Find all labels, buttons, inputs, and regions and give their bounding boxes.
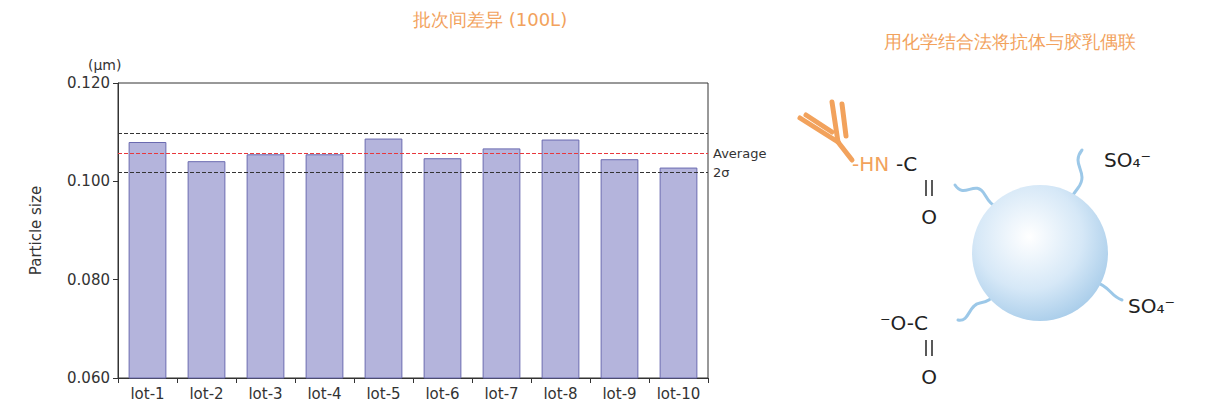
svg-text:0.120: 0.120 (67, 74, 110, 92)
svg-text:lot-5: lot-5 (366, 385, 400, 403)
svg-text:2σ: 2σ (713, 165, 730, 180)
svg-text:lot-6: lot-6 (425, 385, 459, 403)
svg-text:O: O (921, 365, 937, 389)
svg-text:Average: Average (713, 146, 766, 161)
svg-text:0.100: 0.100 (67, 172, 110, 190)
svg-text:-C: -C (896, 152, 917, 176)
svg-text:lot-8: lot-8 (543, 385, 577, 403)
svg-text:用化学结合法将抗体与胶乳偶联: 用化学结合法将抗体与胶乳偶联 (884, 31, 1136, 52)
svg-text:O: O (921, 205, 937, 229)
svg-text:Particle size: Particle size (27, 186, 45, 275)
svg-text:0.060: 0.060 (67, 369, 110, 387)
svg-text:lot-2: lot-2 (189, 385, 223, 403)
svg-text:SO₄⁻: SO₄⁻ (1128, 294, 1175, 318)
svg-text:lot-7: lot-7 (484, 385, 518, 403)
svg-text:SO₄⁻: SO₄⁻ (1104, 148, 1151, 172)
svg-text:lot-9: lot-9 (602, 385, 636, 403)
svg-text:(μm): (μm) (88, 57, 121, 73)
svg-text:批次间差异 (100L): 批次间差异 (100L) (413, 9, 567, 30)
svg-text:⁻O-C: ⁻O-C (880, 311, 928, 335)
svg-text:-HN: -HN (852, 152, 889, 176)
svg-text:0.080: 0.080 (67, 271, 110, 289)
svg-text:lot-10: lot-10 (657, 385, 701, 403)
svg-text:lot-1: lot-1 (130, 385, 164, 403)
svg-text:lot-4: lot-4 (307, 385, 341, 403)
svg-text:lot-3: lot-3 (248, 385, 282, 403)
